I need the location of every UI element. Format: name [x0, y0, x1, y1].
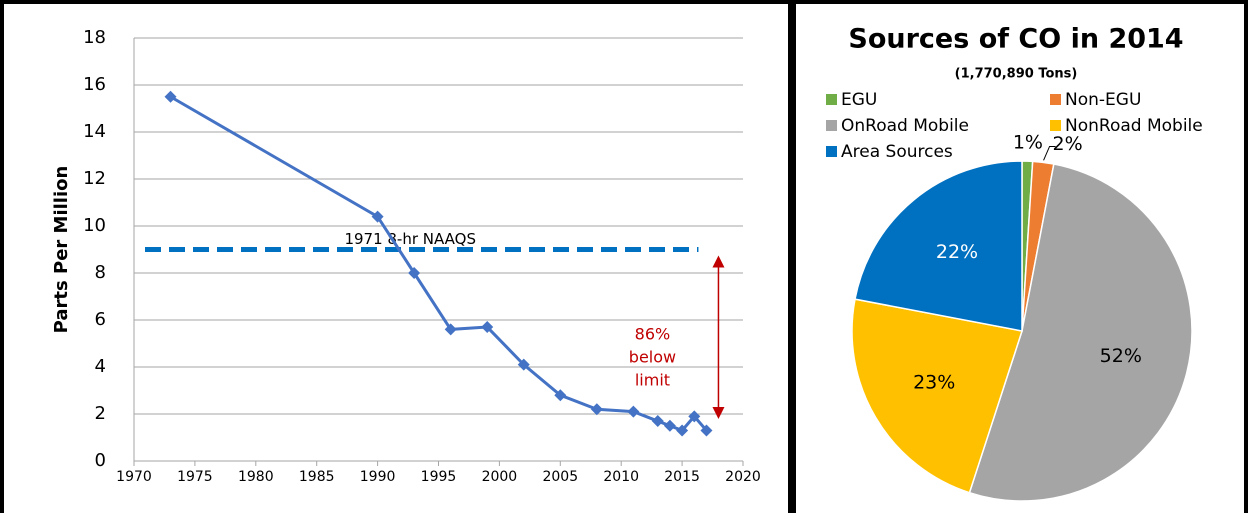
y-tick-label: 0 [95, 450, 106, 471]
left-panel-border [0, 0, 792, 513]
x-tick-label: 1970 [116, 469, 152, 485]
y-tick-label: 10 [83, 215, 106, 236]
data-point [408, 267, 421, 279]
y-tick-label: 16 [83, 74, 106, 95]
data-point [663, 419, 676, 432]
x-tick-label: 2005 [542, 469, 578, 485]
x-tick-label: 1985 [299, 469, 335, 485]
y-tick-label: 18 [83, 27, 106, 48]
x-tick-label: 2015 [664, 469, 700, 485]
y-axis-label: Parts Per Million [51, 166, 72, 334]
y-tick-label: 2 [95, 403, 106, 424]
annotation-text: 86% [635, 325, 671, 344]
y-tick-label: 14 [83, 121, 106, 142]
x-tick-label: 1995 [421, 469, 457, 485]
arrow-head [712, 255, 725, 268]
pie-slice [854, 160, 1023, 332]
legend-label: OnRoad Mobile [841, 116, 969, 136]
data-point [444, 323, 457, 336]
x-tick-label: 1975 [177, 469, 213, 485]
data-point [651, 415, 664, 428]
y-tick-label: 8 [95, 262, 106, 283]
data-point [688, 410, 701, 423]
x-tick-label: 2000 [482, 469, 518, 485]
data-point [627, 405, 640, 418]
legend-swatch [826, 94, 837, 105]
data-point [700, 424, 713, 437]
data-point [590, 403, 603, 416]
data-point [481, 321, 494, 334]
legend-label: Area Sources [841, 142, 953, 162]
x-tick-label: 2020 [725, 469, 761, 485]
annotation-text: limit [635, 371, 670, 390]
x-tick-label: 1990 [360, 469, 396, 485]
data-point [554, 389, 567, 402]
data-line [169, 95, 708, 433]
arrow-head [712, 407, 725, 419]
x-tick-label: 1980 [238, 469, 274, 485]
y-tick-label: 4 [95, 356, 106, 377]
legend-swatch [826, 120, 837, 131]
legend-swatch [1050, 120, 1061, 131]
legend-swatch [1050, 94, 1061, 105]
pie-slice [851, 298, 1023, 494]
data-point [676, 424, 689, 437]
y-tick-label: 6 [95, 309, 106, 330]
y-tick-label: 12 [83, 168, 106, 189]
pie-label: 2% [1052, 133, 1082, 155]
legend-label: Non-EGU [1065, 90, 1141, 110]
legend-label: EGU [841, 90, 877, 110]
legend-swatch [826, 146, 837, 157]
pie-label: 1% [1013, 132, 1043, 154]
data-point [517, 358, 530, 371]
x-tick-label: 2010 [603, 469, 639, 485]
chart-subtitle: (1,770,890 Tons) [955, 67, 1078, 82]
leader-line [1043, 145, 1056, 161]
right-panel-border [792, 0, 1248, 513]
pie-slice [968, 163, 1193, 502]
data-point [371, 210, 384, 223]
pie-label: 52% [1100, 345, 1142, 367]
legend-label: NonRoad Mobile [1065, 116, 1203, 136]
pie-label: 22% [936, 241, 978, 263]
annotation-text: below [629, 348, 676, 367]
data-point [164, 90, 177, 103]
reference-label: 1971 8-hr NAAQS [344, 230, 476, 248]
pie-label: 23% [913, 371, 955, 393]
chart-title: Sources of CO in 2014 [848, 24, 1183, 55]
